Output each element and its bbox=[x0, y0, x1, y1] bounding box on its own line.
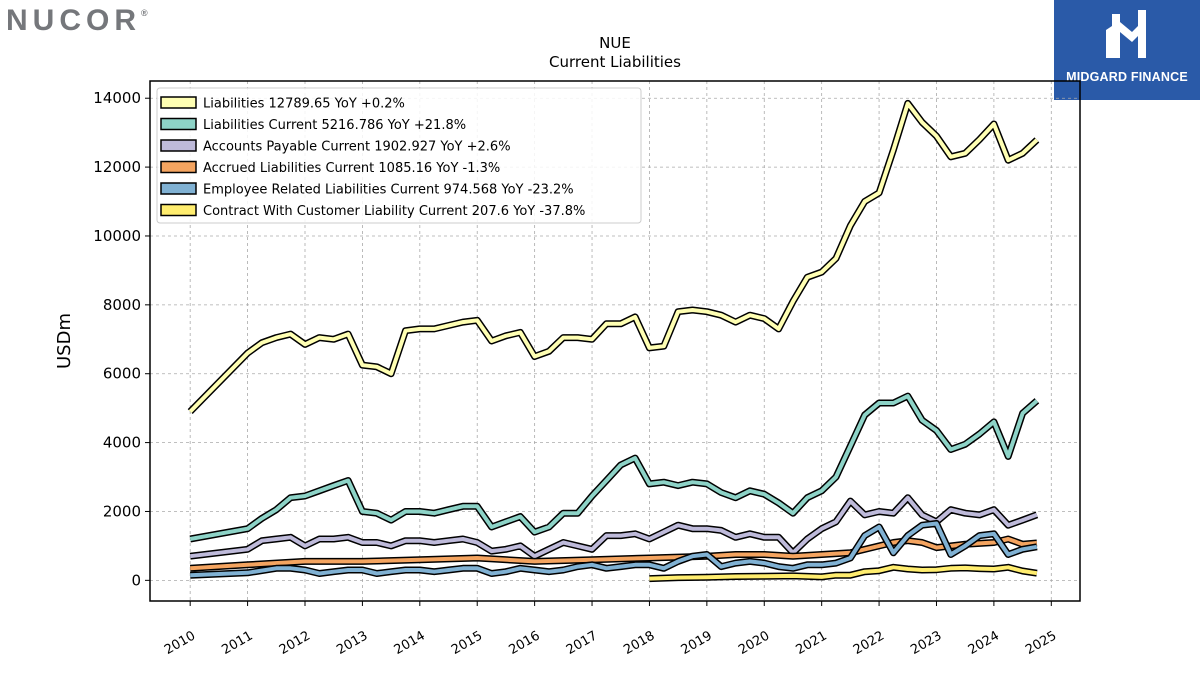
y-tick-label: 8000 bbox=[103, 296, 141, 314]
y-tick-label: 6000 bbox=[103, 365, 141, 383]
legend-swatch bbox=[160, 160, 197, 174]
x-tick-label: 2021 bbox=[794, 628, 830, 658]
series-line-stroke bbox=[189, 495, 1038, 559]
brand-badge-text: MIDGARD FINANCE bbox=[1066, 70, 1188, 84]
x-tick-label: 2018 bbox=[621, 628, 657, 658]
x-tick-label: 2020 bbox=[736, 628, 772, 658]
series-line-stroke bbox=[649, 565, 1038, 581]
x-tick-label: 2019 bbox=[679, 628, 715, 658]
legend-entry: Employee Related Liabilities Current 974… bbox=[160, 182, 574, 198]
series-line bbox=[189, 494, 1039, 560]
plot-frame bbox=[149, 80, 1081, 602]
y-tick-label: 2000 bbox=[103, 502, 141, 520]
series-line bbox=[649, 563, 1038, 583]
y-tick-label: 12000 bbox=[93, 158, 141, 176]
chart-subtitle: Current Liabilities bbox=[549, 53, 681, 71]
y-axis-label: USDm bbox=[54, 313, 75, 369]
y-tick-label: 0 bbox=[131, 571, 141, 589]
legend-swatch bbox=[160, 117, 197, 131]
series-line-stroke bbox=[190, 521, 1038, 578]
x-tick-label: 2011 bbox=[219, 628, 255, 658]
legend-entry: Accounts Payable Current 1902.927 YoY +2… bbox=[160, 139, 511, 155]
x-tick-label: 2012 bbox=[277, 628, 313, 658]
legend-layer: Liabilities 12789.65 YoY +0.2% Liabilitie… bbox=[156, 87, 642, 224]
x-tick-label: 2024 bbox=[966, 628, 1002, 658]
legend-entry: Liabilities Current 5216.786 YoY +21.8% bbox=[160, 117, 466, 133]
series-layer bbox=[187, 99, 1040, 583]
y-tick-label: 14000 bbox=[93, 89, 141, 107]
y-tick-label: 4000 bbox=[103, 434, 141, 452]
chart-title: NUE bbox=[599, 34, 631, 52]
x-tick-label: 2013 bbox=[334, 628, 370, 658]
series-line bbox=[189, 392, 1040, 543]
brand-badge: MIDGARD FINANCE bbox=[1054, 0, 1200, 100]
legend-swatch bbox=[160, 203, 197, 217]
legend-label: Liabilities 12789.65 YoY +0.2% bbox=[203, 97, 405, 112]
legend-box bbox=[156, 87, 642, 224]
legend-entry: Liabilities 12789.65 YoY +0.2% bbox=[160, 96, 405, 112]
stylized-m-icon bbox=[1106, 10, 1146, 58]
y-tick-label: 10000 bbox=[93, 227, 141, 245]
series-line-outline bbox=[189, 392, 1040, 543]
legend-entry: Accrued Liabilities Current 1085.16 YoY … bbox=[160, 160, 500, 176]
legend-label: Contract With Customer Liability Current… bbox=[203, 204, 585, 219]
legend-label: Accounts Payable Current 1902.927 YoY +2… bbox=[203, 140, 511, 155]
series-line-outline bbox=[189, 494, 1039, 560]
series-line-stroke bbox=[188, 101, 1039, 414]
legend-label: Accrued Liabilities Current 1085.16 YoY … bbox=[203, 161, 500, 176]
x-tick-label: 2017 bbox=[564, 628, 600, 658]
company-logo-text: NUCOR bbox=[6, 4, 141, 37]
x-tick-label: 2016 bbox=[506, 628, 542, 658]
registered-mark: ® bbox=[141, 8, 148, 18]
series-line bbox=[187, 99, 1040, 415]
x-tick-label: 2023 bbox=[908, 628, 944, 658]
x-tick-label: 2014 bbox=[392, 628, 428, 658]
company-logo: NUCOR® bbox=[6, 4, 148, 38]
series-line-stroke bbox=[189, 394, 1039, 541]
x-tick-label: 2015 bbox=[449, 628, 485, 658]
legend-label: Employee Related Liabilities Current 974… bbox=[203, 183, 574, 198]
x-tick-label: 2010 bbox=[162, 628, 198, 658]
x-tick-label: 2025 bbox=[1023, 628, 1059, 658]
series-line bbox=[190, 520, 1038, 579]
legend-swatch bbox=[160, 182, 197, 195]
legend-swatch bbox=[160, 139, 197, 152]
x-tick-label: 2022 bbox=[851, 628, 887, 658]
legend-entry: Contract With Customer Liability Current… bbox=[160, 203, 585, 219]
legend-swatch bbox=[160, 96, 197, 109]
legend-label: Liabilities Current 5216.786 YoY +21.8% bbox=[203, 118, 466, 133]
